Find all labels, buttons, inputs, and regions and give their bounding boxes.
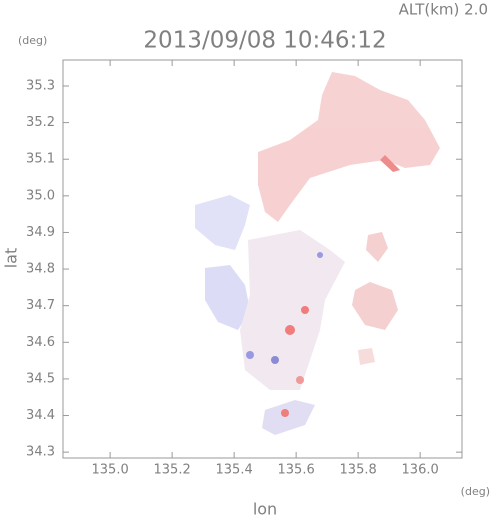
y-tick-label: 34.6 xyxy=(26,335,55,350)
echo xyxy=(366,232,388,262)
x-axis-label: lon xyxy=(253,500,277,519)
echo xyxy=(301,306,309,314)
echo xyxy=(205,265,250,330)
echo xyxy=(240,230,345,390)
y-unit: (deg) xyxy=(18,34,47,47)
x-tick-label: 136.0 xyxy=(402,463,439,478)
echo xyxy=(317,252,323,258)
y-tick-label: 34.3 xyxy=(26,445,55,460)
x-tick-label: 135.2 xyxy=(154,463,191,478)
y-tick-label: 34.7 xyxy=(26,298,55,313)
echo xyxy=(352,282,398,330)
echo xyxy=(246,351,254,359)
echo xyxy=(258,72,440,222)
y-tick-label: 34.4 xyxy=(26,408,55,423)
y-tick-label: 35.2 xyxy=(26,115,55,130)
y-axis-label: lat xyxy=(2,248,21,269)
x-tick-label: 135.0 xyxy=(92,463,129,478)
echo xyxy=(380,155,400,172)
echo xyxy=(271,356,279,364)
echo xyxy=(281,409,289,417)
y-tick-label: 35.0 xyxy=(26,188,55,203)
echo xyxy=(195,195,250,250)
echo xyxy=(358,348,375,365)
echo xyxy=(262,400,315,435)
altitude-label: ALT(km) 2.0 xyxy=(399,1,488,19)
echo xyxy=(285,325,295,335)
x-tick-label: 135.6 xyxy=(278,463,315,478)
x-tick-label: 135.8 xyxy=(340,463,377,478)
echo xyxy=(296,376,304,384)
y-tick-label: 35.3 xyxy=(26,78,55,93)
x-unit: (deg) xyxy=(461,485,490,498)
y-tick-label: 34.5 xyxy=(26,371,55,386)
chart-title: 2013/09/08 10:46:12 xyxy=(143,28,386,54)
y-tick-label: 34.8 xyxy=(26,262,55,277)
plot-frame xyxy=(62,59,463,459)
velocity-field xyxy=(195,72,440,435)
y-tick-label: 34.9 xyxy=(26,225,55,240)
y-tick-label: 35.1 xyxy=(26,152,55,167)
x-tick-label: 135.4 xyxy=(216,463,253,478)
